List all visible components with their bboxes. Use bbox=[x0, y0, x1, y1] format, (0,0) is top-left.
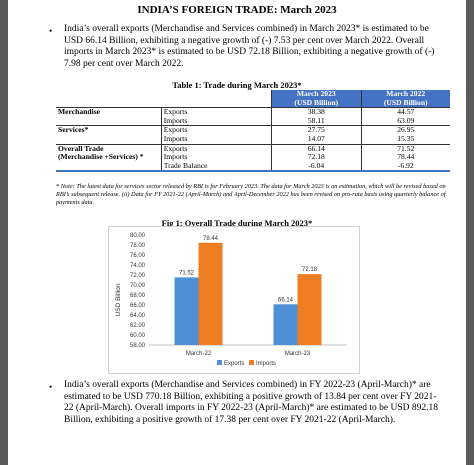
paragraph-fy-trade: India’s overall exports (Merchandise and… bbox=[64, 380, 439, 425]
bar-value-label: 71.52 bbox=[179, 270, 195, 276]
y-axis-ticks: 58.00 60.00 62.00 64.00 66.00 68.00 70.00 72.00… bbox=[130, 233, 146, 349]
table-row: Overall Trade Exports 66.14 71.52 bbox=[56, 143, 450, 154]
y-tick-label: 60.00 bbox=[130, 333, 146, 339]
bar-exports-march-23 bbox=[273, 304, 298, 345]
x-axis-labels: March-22 March-23 bbox=[186, 351, 311, 357]
bullet-marker: • bbox=[49, 382, 53, 392]
legend-label: Imports bbox=[256, 361, 276, 367]
table-row: Merchandise Exports 38.38 44.57 bbox=[56, 107, 450, 117]
table-row: Trade Balance -6.04 -6.92 bbox=[56, 161, 450, 173]
header-march-2023: March 2023 (USD Billion) bbox=[271, 89, 361, 108]
y-tick-label: 66.00 bbox=[130, 303, 146, 309]
y-tick-label: 68.00 bbox=[130, 293, 146, 299]
chart-legend: Exports Imports bbox=[217, 360, 276, 367]
bar-imports-march-23 bbox=[297, 274, 322, 345]
chart-bars: 71.52 78.44 66.14 72.18 bbox=[174, 236, 322, 345]
y-tick-label: 72.00 bbox=[130, 273, 146, 279]
table-header-row: March 2023 (USD Billion) March 2022 (USD… bbox=[56, 89, 450, 108]
table-row: Imports 58.11 63.09 bbox=[56, 116, 450, 126]
table-note: * Note: The latest data for services sec… bbox=[56, 183, 446, 206]
bar-value-label: 66.14 bbox=[278, 297, 294, 303]
table-row: (Merchandise +Services) * Imports 72.18 … bbox=[56, 153, 450, 162]
y-tick-label: 76.00 bbox=[130, 253, 146, 259]
bar-exports-march-22 bbox=[174, 277, 199, 345]
figure-caption: Fig 1: Overall Trade during March 2023* bbox=[161, 218, 313, 228]
document-page: INDIA’S FOREIGN TRADE: March 2023 • Indi… bbox=[8, 0, 466, 465]
y-tick-label: 64.00 bbox=[130, 313, 146, 319]
bar-value-label: 72.18 bbox=[302, 267, 318, 273]
legend-swatch bbox=[249, 360, 254, 365]
legend-label: Exports bbox=[224, 361, 244, 367]
bar-value-label: 78.44 bbox=[203, 236, 219, 242]
table-row: Services* Exports 27.75 26.95 bbox=[56, 125, 450, 135]
legend-swatch bbox=[217, 360, 222, 365]
y-tick-label: 74.00 bbox=[130, 263, 146, 269]
y-tick-label: 62.00 bbox=[130, 323, 146, 329]
trade-bar-chart: 58.00 60.00 62.00 64.00 66.00 68.00 70.00 72.00… bbox=[108, 226, 360, 374]
chart-canvas: 58.00 60.00 62.00 64.00 66.00 68.00 70.00 72.00… bbox=[115, 233, 347, 367]
bullet-marker: • bbox=[49, 26, 53, 36]
x-tick-label: March-23 bbox=[285, 351, 311, 357]
y-tick-label: 78.00 bbox=[130, 243, 146, 249]
page-title: INDIA’S FOREIGN TRADE: March 2023 bbox=[137, 4, 337, 16]
y-tick-label: 70.00 bbox=[130, 283, 146, 289]
bar-imports-march-22 bbox=[198, 242, 223, 345]
header-march-2022: March 2022 (USD Billion) bbox=[360, 89, 450, 108]
y-axis-label: USD Billion bbox=[115, 283, 122, 316]
table-caption: Table 1: Trade during March 2023* bbox=[172, 80, 302, 90]
table-row: Imports 14.07 15.35 bbox=[56, 134, 450, 145]
y-tick-label: 80.00 bbox=[130, 233, 146, 239]
paragraph-monthly-trade: India’s overall exports (Merchandise and… bbox=[64, 24, 435, 69]
y-tick-label: 58.00 bbox=[130, 343, 146, 349]
trade-table: March 2023 (USD Billion) March 2022 (USD… bbox=[56, 89, 450, 173]
x-tick-label: March-22 bbox=[186, 351, 212, 357]
